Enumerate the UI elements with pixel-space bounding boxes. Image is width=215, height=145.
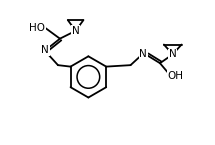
Text: N: N — [169, 49, 177, 59]
Text: HO: HO — [29, 23, 45, 33]
Text: N: N — [72, 26, 80, 36]
Text: OH: OH — [168, 71, 184, 81]
Text: N: N — [139, 49, 147, 59]
Text: N: N — [41, 45, 49, 55]
